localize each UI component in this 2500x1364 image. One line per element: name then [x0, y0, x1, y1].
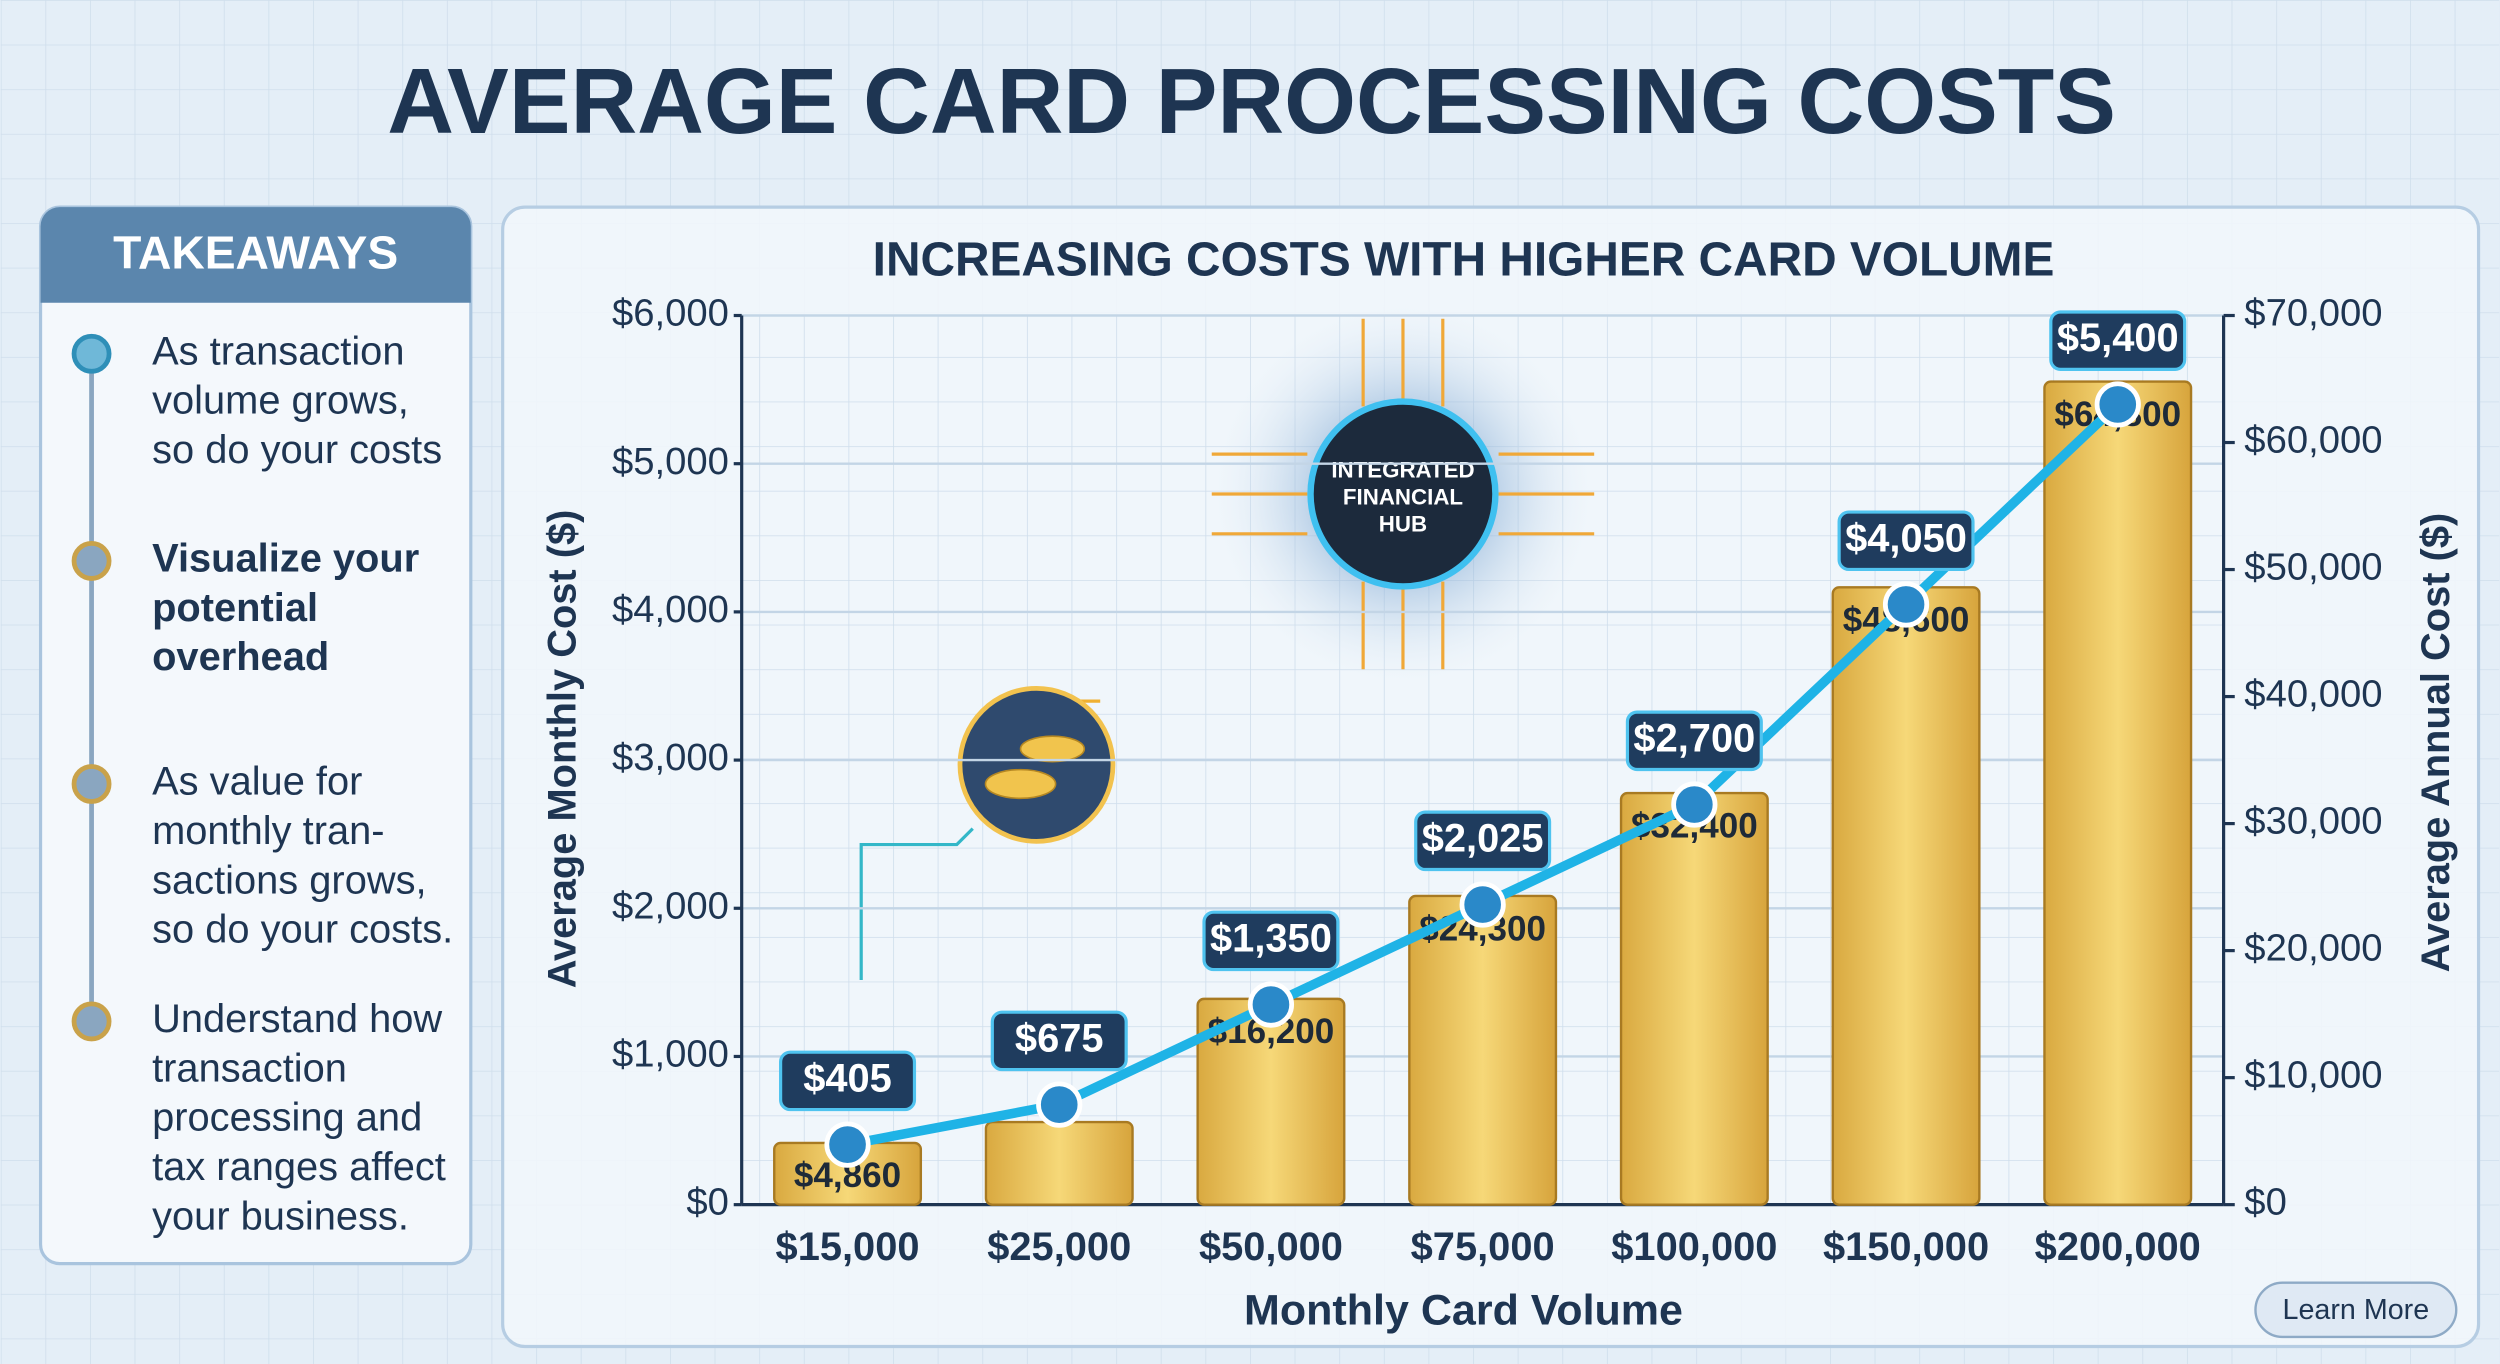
- y-tick-label: $4,000: [612, 588, 729, 631]
- y-tick-label: $5,000: [612, 440, 729, 483]
- line-marker: [1247, 981, 1295, 1028]
- y2-tick-label: $60,000: [2244, 419, 2382, 462]
- coin: [984, 768, 1057, 800]
- takeaway-text: As transaction: [152, 329, 404, 373]
- y2-tick-label: $30,000: [2244, 800, 2382, 843]
- sidebar-title: TAKEAWAYS: [113, 227, 398, 279]
- takeaway-text: potential: [152, 586, 318, 630]
- y-tick-label: $3,000: [612, 736, 729, 779]
- y2-tick-label: $70,000: [2244, 292, 2382, 335]
- chart-title: INCREASING COSTS WITH HIGHER CARD VOLUME: [873, 234, 2055, 287]
- takeaway-text: sactions grows,: [152, 858, 426, 902]
- line-value-label: $4,050: [1845, 516, 1967, 560]
- y2-tick-label: $40,000: [2244, 673, 2382, 716]
- line-value-label: $1,350: [1210, 916, 1332, 960]
- hub-core: [1307, 398, 1499, 590]
- bullet: [71, 764, 112, 804]
- hub-illustration: [859, 302, 1595, 980]
- sidebar: TAKEAWAYS As transaction volume grows, so …: [38, 205, 473, 1266]
- learn-more-button[interactable]: Learn More: [2254, 1281, 2458, 1339]
- takeaway-text: As value for: [152, 759, 362, 803]
- x-tick-label: $25,000: [987, 1225, 1131, 1269]
- line-marker: [1671, 781, 1718, 828]
- y-tick-label: $2,000: [612, 884, 729, 927]
- button-label[interactable]: Learn More: [2283, 1294, 2430, 1326]
- bullet: [71, 1001, 112, 1042]
- page-title: AVERAGE CARD PROCESSING COSTS: [387, 49, 2116, 153]
- line-value-label: $2,025: [1422, 816, 1544, 860]
- line-value-label: $405: [803, 1056, 892, 1100]
- takeaway-text: Visualize your: [152, 536, 419, 580]
- takeaway-text: tax ranges affect: [152, 1145, 446, 1189]
- takeaway-text: volume grows,: [152, 379, 409, 423]
- line-marker: [1882, 581, 1930, 628]
- bullet: [71, 333, 112, 374]
- hub-label: FINANCIAL: [1343, 485, 1463, 510]
- takeaway-text: Understand how: [152, 997, 442, 1041]
- takeaway-text: transaction: [152, 1046, 347, 1090]
- x-tick-label: $50,000: [1199, 1225, 1343, 1269]
- bar: [2043, 380, 2193, 1206]
- value-label-box: [2049, 310, 2187, 371]
- coins-icon: [957, 685, 1116, 844]
- x-tick-label: $75,000: [1411, 1225, 1555, 1269]
- line-value-label: $5,400: [2057, 316, 2179, 360]
- line-value-label: $2,700: [1633, 716, 1755, 760]
- x-axis-title: Monthly Card Volume: [1244, 1286, 1683, 1334]
- y-tick-label: $0: [686, 1181, 729, 1224]
- connector: [859, 827, 974, 980]
- value-label-box: [1202, 910, 1340, 972]
- bullet: [71, 540, 112, 581]
- value-label-box: [1414, 810, 1552, 872]
- line-marker: [824, 1121, 871, 1168]
- y-tick-label: $1,000: [612, 1033, 729, 1076]
- y-axis-title: Average Monthly Cost ($): [540, 510, 584, 989]
- bar: [984, 1120, 1134, 1206]
- value-label-box: [1837, 510, 1975, 572]
- button-background[interactable]: [2254, 1281, 2458, 1339]
- takeaway-text: so do your costs.: [152, 908, 453, 952]
- takeaway-text: your business.: [152, 1195, 409, 1239]
- line-marker: [1459, 881, 1506, 928]
- y2-tick-label: $50,000: [2244, 546, 2382, 589]
- takeaway-text: monthly tran-: [152, 809, 384, 853]
- x-tick-label: $150,000: [1823, 1225, 1989, 1269]
- bar: [1831, 586, 1981, 1206]
- y2-tick-label: $10,000: [2244, 1054, 2382, 1097]
- x-tick-label: $200,000: [2035, 1225, 2201, 1269]
- line-marker: [2094, 381, 2141, 428]
- x-tick-label: $15,000: [776, 1225, 920, 1269]
- line-marker: [1036, 1081, 1083, 1128]
- coin: [1019, 735, 1086, 763]
- value-label-box: [1625, 710, 1763, 772]
- y2-axis-title: Average Annual Cost ($): [2414, 513, 2458, 973]
- y-tick-label: $6,000: [612, 292, 729, 335]
- hub-label: INTEGRATED: [1331, 458, 1474, 483]
- hub-circuits: [1211, 318, 1595, 670]
- line-value-label: $675: [1015, 1016, 1104, 1060]
- x-tick-label: $100,000: [1611, 1225, 1777, 1269]
- sidebar-header: [40, 207, 471, 303]
- bar: [1619, 791, 1769, 1206]
- y2-tick-label: $20,000: [2244, 927, 2382, 970]
- takeaway-text: overhead: [152, 635, 329, 679]
- y2-tick-label: $0: [2244, 1181, 2287, 1224]
- value-label-box: [779, 1050, 917, 1112]
- takeaway-text: processing and: [152, 1096, 422, 1140]
- value-label-box: [990, 1010, 1128, 1072]
- hub-label: HUB: [1379, 512, 1427, 537]
- takeaway-text: so do your costs: [152, 428, 442, 472]
